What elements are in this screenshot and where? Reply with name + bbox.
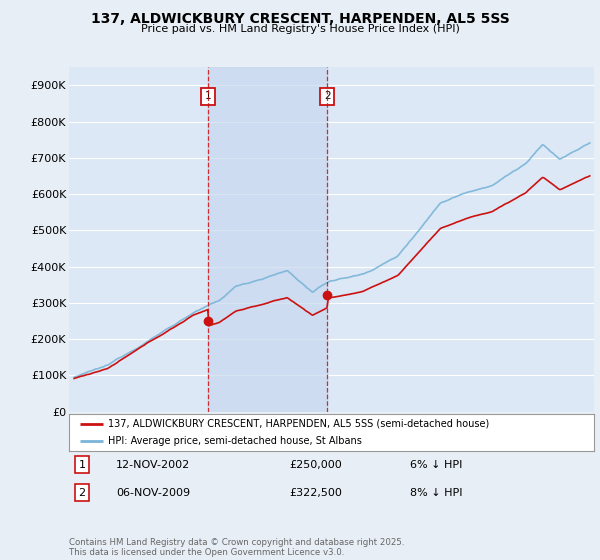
Text: 6% ↓ HPI: 6% ↓ HPI <box>410 460 463 470</box>
Text: 12-NOV-2002: 12-NOV-2002 <box>116 460 191 470</box>
Text: £322,500: £322,500 <box>290 488 343 498</box>
Text: 06-NOV-2009: 06-NOV-2009 <box>116 488 190 498</box>
Text: 1: 1 <box>79 460 86 470</box>
Text: 2: 2 <box>324 91 331 101</box>
Text: 137, ALDWICKBURY CRESCENT, HARPENDEN, AL5 5SS: 137, ALDWICKBURY CRESCENT, HARPENDEN, AL… <box>91 12 509 26</box>
Text: £250,000: £250,000 <box>290 460 342 470</box>
Text: 137, ALDWICKBURY CRESCENT, HARPENDEN, AL5 5SS (semi-detached house): 137, ALDWICKBURY CRESCENT, HARPENDEN, AL… <box>109 418 490 428</box>
Bar <box>208 67 327 412</box>
Text: Contains HM Land Registry data © Crown copyright and database right 2025.
This d: Contains HM Land Registry data © Crown c… <box>69 538 404 557</box>
Text: 2: 2 <box>79 488 86 498</box>
Text: 1: 1 <box>205 91 212 101</box>
Text: HPI: Average price, semi-detached house, St Albans: HPI: Average price, semi-detached house,… <box>109 436 362 446</box>
Text: 8% ↓ HPI: 8% ↓ HPI <box>410 488 463 498</box>
Text: Price paid vs. HM Land Registry's House Price Index (HPI): Price paid vs. HM Land Registry's House … <box>140 24 460 34</box>
